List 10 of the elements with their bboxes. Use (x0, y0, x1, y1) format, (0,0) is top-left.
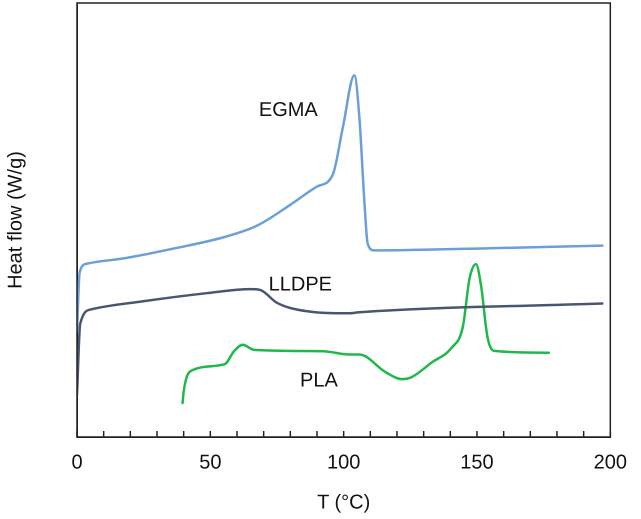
x-tick-label: 50 (199, 452, 222, 474)
x-axis-title: T (°C) (317, 492, 370, 514)
series-label: EGMA (258, 98, 318, 121)
x-tick-label: 200 (594, 452, 628, 474)
x-tick-label: 100 (326, 452, 360, 474)
series-label: PLA (300, 370, 338, 392)
x-tick-label: 0 (71, 452, 83, 474)
series-label: LLDPE (268, 274, 332, 296)
y-axis-title: Heat flow (W/g) (4, 151, 27, 289)
x-tick-label: 150 (460, 452, 494, 474)
